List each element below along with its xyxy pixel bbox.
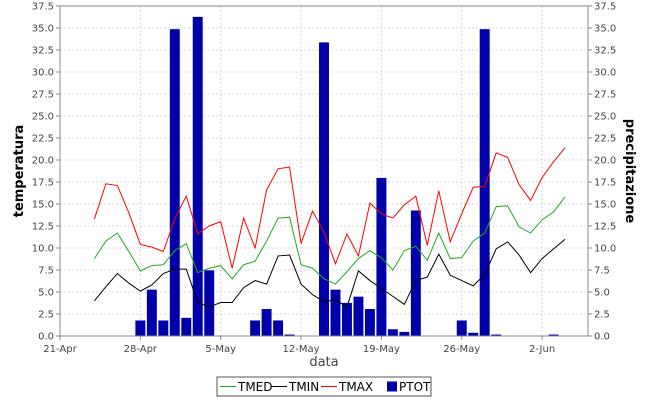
y-right-tick-label: 37.5: [594, 2, 616, 13]
ptot-bar: [318, 41, 330, 337]
y-right-tick-label: 35.0: [594, 24, 616, 35]
ptot-bar: [157, 319, 169, 337]
legend-label-ptot: PTOT: [399, 380, 431, 394]
x-axis-title: data: [309, 355, 338, 370]
y-right-tick-label: 22.5: [594, 134, 616, 145]
y-right-tick-label: 27.5: [594, 90, 616, 101]
ptot-bar: [192, 16, 204, 337]
y-right-tick-label: 25.0: [594, 112, 616, 123]
y-right-tick-label: 12.5: [594, 222, 616, 233]
y-right-tick-label: 20.0: [594, 156, 616, 167]
y-right-tick-label: 7.5: [594, 266, 610, 277]
series-line-tmin: [94, 238, 566, 308]
plot-border: [59, 5, 589, 337]
ptot-bar: [261, 308, 273, 337]
y-left-tick-label: 35.0: [32, 24, 54, 35]
y-left-tick-label: 20.0: [32, 156, 54, 167]
ptot-bar: [410, 209, 422, 337]
legend-label-tmin: TMIN: [288, 380, 319, 394]
y-left-tick-label: 15.0: [32, 200, 54, 211]
x-tick-label: 26-May: [443, 344, 480, 355]
y-right-tick-label: 30.0: [594, 68, 616, 79]
x-tick-label: 21-Apr: [43, 344, 77, 355]
ptot-bar: [329, 289, 342, 337]
y-right-tick-label: 0.0: [594, 332, 610, 343]
x-tick-label: 12-May: [283, 344, 320, 355]
ptot-bar: [203, 269, 215, 337]
y-left-tick-label: 10.0: [32, 244, 54, 255]
y-left-tick-label: 12.5: [32, 222, 54, 233]
ptot-bar: [169, 28, 181, 337]
x-tick-label: 5-May: [205, 344, 236, 355]
ptot-bar: [249, 319, 261, 337]
ptot-bar: [387, 328, 399, 337]
y-right-tick-label: 32.5: [594, 46, 616, 57]
y-left-tick-label: 37.5: [32, 2, 54, 13]
legend-label-tmed: TMED: [237, 380, 273, 394]
ptot-bar: [146, 289, 158, 337]
y-left-tick-label: 5.0: [38, 288, 54, 299]
ptot-bar: [375, 177, 387, 337]
y-axis-left-ticks: 0.0 2.5 5.0 7.5 10.0 12.5 15.0 17.5 20.0 22.5 25.0…: [32, 2, 60, 343]
y-axis-right-ticks: 0.0 2.5 5.0 7.5 10.0 12.5 15.0 17.5 20.0 22.5 25.0…: [588, 2, 616, 343]
y-right-tick-label: 5.0: [594, 288, 610, 299]
ptot-bar: [352, 296, 365, 337]
series-line-tmax: [93, 147, 566, 269]
legend-swatch-ptot: [387, 381, 397, 392]
x-tick-label: 28-Apr: [124, 344, 158, 355]
ptot-bar: [398, 331, 410, 337]
y-axis-right-title: precipitazione: [622, 119, 637, 224]
y-left-tick-label: 17.5: [32, 178, 54, 189]
y-left-tick-label: 30.0: [32, 68, 54, 79]
legend: TMED TMIN TMAX PTOT: [216, 376, 432, 397]
y-left-tick-label: 32.5: [32, 46, 54, 57]
ptot-bar: [180, 317, 192, 337]
ptot-bar: [479, 28, 491, 337]
y-right-tick-label: 2.5: [594, 310, 610, 321]
x-axis-ticks: 21-Apr 28-Apr 5-May 12-May 19-May 26-May 2-Jun: [43, 336, 555, 355]
y-left-tick-label: 27.5: [32, 90, 54, 101]
ptot-bar: [272, 319, 284, 337]
y-axis-left-title: temperatura: [12, 125, 27, 218]
y-left-tick-label: 7.5: [38, 266, 54, 277]
x-tick-label: 19-May: [363, 344, 400, 355]
y-right-tick-label: 15.0: [594, 200, 616, 211]
ptot-bar: [456, 319, 468, 337]
ptot-bar: [467, 332, 479, 337]
y-left-tick-label: 25.0: [32, 112, 54, 123]
y-right-tick-label: 17.5: [594, 178, 616, 189]
y-left-tick-label: 22.5: [32, 134, 54, 145]
ptot-bar: [364, 308, 376, 337]
x-tick-label: 2-Jun: [529, 344, 555, 355]
ptot-bar: [341, 302, 353, 337]
legend-label-tmax: TMAX: [338, 380, 373, 394]
line-series: [93, 147, 566, 308]
y-right-tick-label: 10.0: [594, 244, 616, 255]
y-left-tick-label: 2.5: [38, 310, 54, 321]
series-line-tmed: [94, 196, 566, 285]
ptot-bar: [134, 319, 146, 337]
y-left-tick-label: 0.0: [38, 332, 54, 343]
